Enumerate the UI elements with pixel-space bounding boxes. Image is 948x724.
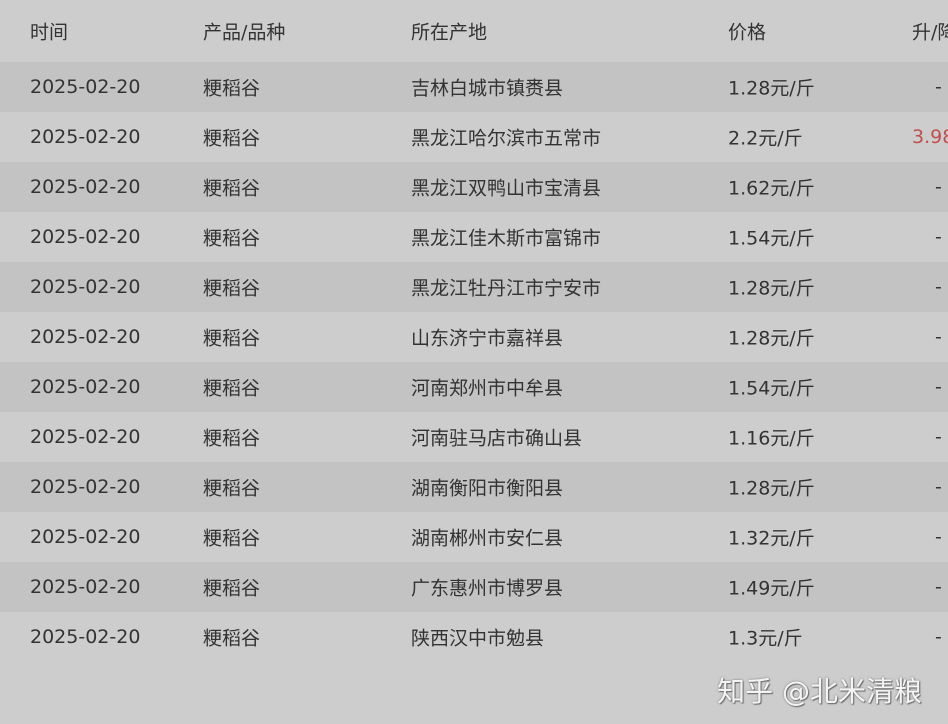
cell-price: 1.28元/斤 [728,327,815,350]
table-row: 2025-02-20 粳稻谷 黑龙江哈尔滨市五常市 2.2元/斤 3.98 [0,112,948,162]
cell-product: 粳稻谷 [203,227,261,250]
cell-price: 1.28元/斤 [728,477,815,500]
header-origin: 所在产地 [411,21,488,44]
table-row: 2025-02-20 粳稻谷 陕西汉中市勉县 1.3元/斤 - [0,612,948,662]
table-row: 2025-02-20 粳稻谷 黑龙江佳木斯市富锦市 1.54元/斤 - [0,212,948,262]
cell-change: - [935,176,942,198]
cell-origin: 陕西汉中市勉县 [411,627,545,650]
cell-origin: 黑龙江佳木斯市富锦市 [411,227,602,250]
cell-date: 2025-02-20 [30,426,141,448]
table-row: 2025-02-20 粳稻谷 湖南衡阳市衡阳县 1.28元/斤 - [0,462,948,512]
cell-date: 2025-02-20 [30,376,141,398]
table-row: 2025-02-20 粳稻谷 山东济宁市嘉祥县 1.28元/斤 - [0,312,948,362]
cell-date: 2025-02-20 [30,126,141,148]
cell-change: - [935,626,942,648]
table-row: 2025-02-20 粳稻谷 黑龙江双鸭山市宝清县 1.62元/斤 - [0,162,948,212]
cell-price: 1.28元/斤 [728,277,815,300]
cell-change: - [935,476,942,498]
cell-price: 1.3元/斤 [728,627,803,650]
header-change: 升/降 [912,21,948,44]
cell-change: - [935,276,942,298]
cell-date: 2025-02-20 [30,576,141,598]
cell-date: 2025-02-20 [30,176,141,198]
cell-change: - [935,326,942,348]
cell-date: 2025-02-20 [30,476,141,498]
table-row: 2025-02-20 粳稻谷 吉林白城市镇赉县 1.28元/斤 - [0,62,948,112]
watermark: 知乎 @北米清粮 [717,675,922,708]
cell-change: - [935,226,942,248]
header-price: 价格 [728,21,767,44]
cell-price: 1.16元/斤 [728,427,815,450]
cell-origin: 广东惠州市博罗县 [411,577,564,600]
cell-product: 粳稻谷 [203,127,261,150]
header-time: 时间 [30,21,69,44]
cell-product: 粳稻谷 [203,327,261,350]
cell-origin: 黑龙江哈尔滨市五常市 [411,127,602,150]
cell-product: 粳稻谷 [203,527,261,550]
cell-price: 1.54元/斤 [728,377,815,400]
cell-price: 2.2元/斤 [728,127,803,150]
cell-product: 粳稻谷 [203,277,261,300]
cell-origin: 山东济宁市嘉祥县 [411,327,564,350]
cell-change: 3.98 [912,126,948,148]
cell-product: 粳稻谷 [203,177,261,200]
cell-product: 粳稻谷 [203,627,261,650]
cell-change: - [935,76,942,98]
cell-product: 粳稻谷 [203,77,261,100]
cell-date: 2025-02-20 [30,276,141,298]
cell-date: 2025-02-20 [30,626,141,648]
table-row: 2025-02-20 粳稻谷 河南驻马店市确山县 1.16元/斤 - [0,412,948,462]
cell-date: 2025-02-20 [30,326,141,348]
cell-date: 2025-02-20 [30,226,141,248]
cell-price: 1.32元/斤 [728,527,815,550]
cell-origin: 河南驻马店市确山县 [411,427,583,450]
cell-product: 粳稻谷 [203,377,261,400]
cell-product: 粳稻谷 [203,577,261,600]
table-row: 2025-02-20 粳稻谷 湖南郴州市安仁县 1.32元/斤 - [0,512,948,562]
cell-date: 2025-02-20 [30,526,141,548]
cell-change: - [935,426,942,448]
table-header: 时间 产品/品种 所在产地 价格 升/降 [0,0,948,62]
cell-origin: 吉林白城市镇赉县 [411,77,564,100]
cell-origin: 湖南郴州市安仁县 [411,527,564,550]
cell-date: 2025-02-20 [30,76,141,98]
cell-change: - [935,376,942,398]
cell-product: 粳稻谷 [203,427,261,450]
cell-origin: 黑龙江牡丹江市宁安市 [411,277,602,300]
cell-origin: 黑龙江双鸭山市宝清县 [411,177,602,200]
cell-origin: 河南郑州市中牟县 [411,377,564,400]
cell-price: 1.49元/斤 [728,577,815,600]
cell-origin: 湖南衡阳市衡阳县 [411,477,564,500]
table-row: 2025-02-20 粳稻谷 广东惠州市博罗县 1.49元/斤 - [0,562,948,612]
cell-change: - [935,526,942,548]
cell-price: 1.28元/斤 [728,77,815,100]
table-row: 2025-02-20 粳稻谷 黑龙江牡丹江市宁安市 1.28元/斤 - [0,262,948,312]
cell-product: 粳稻谷 [203,477,261,500]
table-row: 2025-02-20 粳稻谷 河南郑州市中牟县 1.54元/斤 - [0,362,948,412]
cell-price: 1.54元/斤 [728,227,815,250]
cell-change: - [935,576,942,598]
header-product: 产品/品种 [203,21,286,44]
cell-price: 1.62元/斤 [728,177,815,200]
